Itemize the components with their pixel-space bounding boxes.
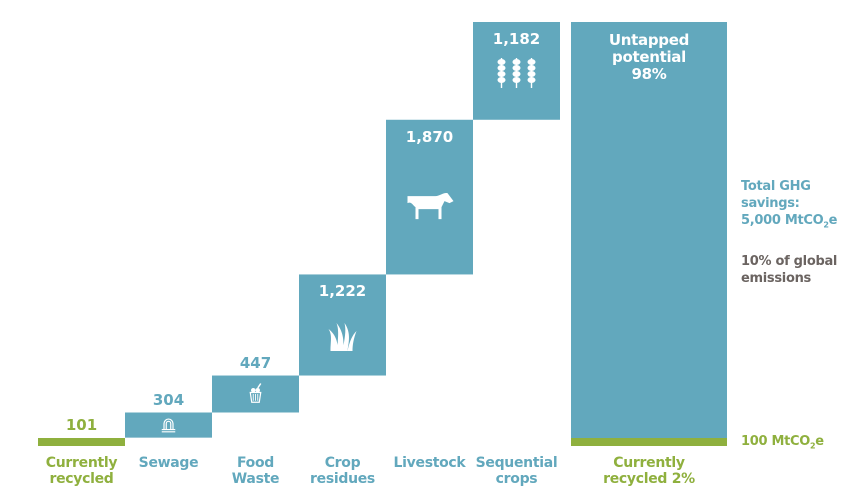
sewage-pipe-icon	[161, 418, 176, 433]
category-line: Livestock	[393, 455, 466, 471]
category-label: Sewage	[125, 455, 212, 487]
category-line: residues	[310, 471, 375, 487]
bar-currently-recycled	[38, 438, 125, 446]
data-label: 1,870	[405, 127, 454, 146]
untapped-potential-label: Untapped potential 98%	[571, 32, 727, 83]
category-line: recycled 2%	[603, 471, 695, 487]
bar-sewage	[125, 412, 212, 438]
category-line: Sequential	[475, 455, 558, 471]
bar-food-waste	[212, 375, 299, 413]
category-label: Sequential crops	[473, 455, 560, 487]
category-line: Sewage	[138, 455, 199, 471]
data-label: 447	[239, 353, 272, 372]
total-bar-category-label: Currently recycled 2%	[571, 455, 727, 487]
bar-untapped-potential	[571, 22, 727, 438]
category-label: Currently recycled	[38, 455, 125, 487]
annotation-line: emissions	[741, 271, 811, 286]
global-emissions-annotation: 10% of global emissions	[741, 253, 837, 287]
grass-icon	[328, 322, 357, 351]
untapped-line: 98%	[631, 65, 667, 83]
category-line: Crop	[324, 455, 361, 471]
bar-currently-recycled-total	[571, 438, 727, 446]
baseline-label: 100 MtCO2e	[741, 433, 824, 455]
data-label: 304	[152, 390, 185, 409]
untapped-line: potential	[612, 48, 686, 66]
subscript: 2	[810, 441, 816, 451]
untapped-line: Untapped	[608, 31, 690, 49]
food-waste-bin-icon	[249, 383, 262, 403]
category-line: Currently	[45, 455, 118, 471]
category-label: Food Waste	[212, 455, 299, 487]
annotation-suffix: e	[828, 213, 838, 228]
bar-crop-residues	[299, 274, 386, 376]
category-line: Waste	[231, 471, 280, 487]
category-line: Food	[236, 455, 275, 471]
subscript: 2	[823, 220, 829, 230]
data-label: 1,182	[492, 30, 541, 48]
category-label: Livestock	[386, 455, 473, 487]
data-label: 101	[65, 416, 98, 434]
wheat-icon	[497, 58, 536, 88]
data-label: 1,222	[318, 282, 367, 301]
total-savings-annotation: Total GHG savings: 5,000 MtCO2e	[741, 178, 837, 234]
category-line: recycled	[49, 471, 114, 487]
category-label: Crop residues	[299, 455, 386, 487]
cow-icon	[407, 192, 454, 220]
annotation-line: 5,000 MtCO	[741, 213, 824, 228]
baseline-text: 100 MtCO	[741, 434, 811, 449]
baseline-suffix: e	[815, 434, 824, 449]
category-line: Currently	[613, 455, 685, 471]
category-line	[125, 471, 212, 487]
annotation-line: Total GHG	[741, 179, 811, 194]
annotation-line: 10% of global	[741, 254, 838, 269]
category-line	[386, 471, 473, 487]
category-line: crops	[495, 471, 538, 487]
annotation-line: savings:	[741, 196, 800, 211]
